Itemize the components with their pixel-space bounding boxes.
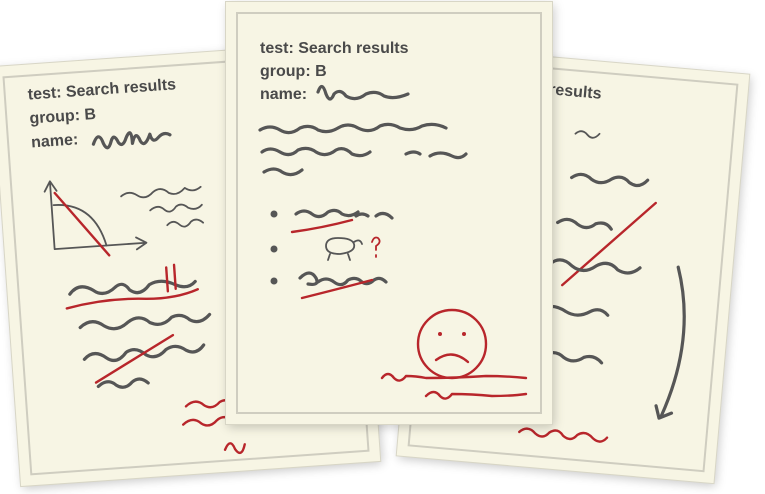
sheet-scribbles: [258, 84, 528, 400]
red-note-scribble: [380, 372, 528, 382]
signature-scribble: [91, 131, 172, 150]
red-note-scribble: [518, 427, 609, 443]
eye-icon: [462, 332, 466, 336]
test-sheet-left: test: Search results group: B name:: [0, 41, 381, 487]
paragraph-line-sketch: [258, 122, 448, 135]
strike-through-mark: [300, 278, 374, 300]
note-line-sketch: [574, 130, 601, 139]
sheet-scribbles: [518, 130, 686, 443]
signature-scribble: [316, 84, 410, 101]
sad-face-icon: [416, 308, 488, 380]
sheet-scribbles: [43, 131, 263, 455]
paragraph-line-sketch: [556, 217, 613, 231]
red-note-scribble: [424, 390, 528, 400]
frown-mark: [434, 353, 470, 364]
strike-through-mark: [561, 201, 657, 287]
note-line-sketch: [166, 218, 205, 228]
name-label: name:: [260, 86, 308, 103]
graph-strike-mark: [53, 191, 111, 257]
arrow-sketch: [654, 265, 686, 420]
underline-mark: [65, 288, 199, 310]
strike-through-mark: [94, 333, 175, 384]
paragraph-line-sketch: [548, 258, 642, 275]
bullet-icon: [270, 210, 278, 218]
paragraph-line-sketch: [542, 351, 604, 365]
paragraph-line-sketch: [262, 167, 304, 177]
paragraph-line-sketch: [538, 304, 610, 317]
paragraph-line-sketch: [260, 146, 468, 160]
bullet-item-sketch: [298, 271, 388, 287]
exclamation-mark: [164, 263, 177, 293]
test-label: test: Search results: [260, 40, 409, 57]
sheet-border: [236, 12, 542, 414]
paragraph-line-sketch: [78, 312, 212, 331]
paragraph-line-sketch: [96, 377, 150, 389]
creature-doodle: [325, 237, 363, 261]
group-label: group: B: [260, 63, 327, 80]
note-line-sketch: [149, 203, 203, 213]
test-sheet-right: results: [396, 46, 750, 484]
bullet-icon: [270, 245, 278, 253]
paragraph-line-sketch: [82, 343, 206, 363]
eye-icon: [438, 332, 442, 336]
test-sheet-center: test: Search results group: B name:: [226, 2, 552, 424]
underline-mark: [290, 218, 354, 234]
bullet-icon: [270, 277, 278, 285]
graph-curve-sketch: [52, 204, 108, 247]
graph-axes-sketch: [43, 180, 148, 251]
question-mark: [371, 236, 381, 258]
red-note-scribble: [223, 442, 246, 455]
note-line-sketch: [120, 185, 202, 199]
bullet-item-sketch: [294, 208, 394, 220]
paragraph-line-sketch: [570, 172, 650, 188]
